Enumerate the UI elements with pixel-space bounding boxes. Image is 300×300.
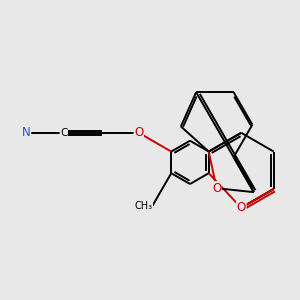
Text: N: N (22, 126, 31, 139)
Text: O: O (212, 182, 221, 195)
Text: O: O (237, 201, 246, 214)
Text: C: C (60, 128, 68, 138)
Text: O: O (237, 201, 246, 214)
Text: CH₃: CH₃ (134, 201, 152, 211)
Text: O: O (134, 126, 143, 139)
